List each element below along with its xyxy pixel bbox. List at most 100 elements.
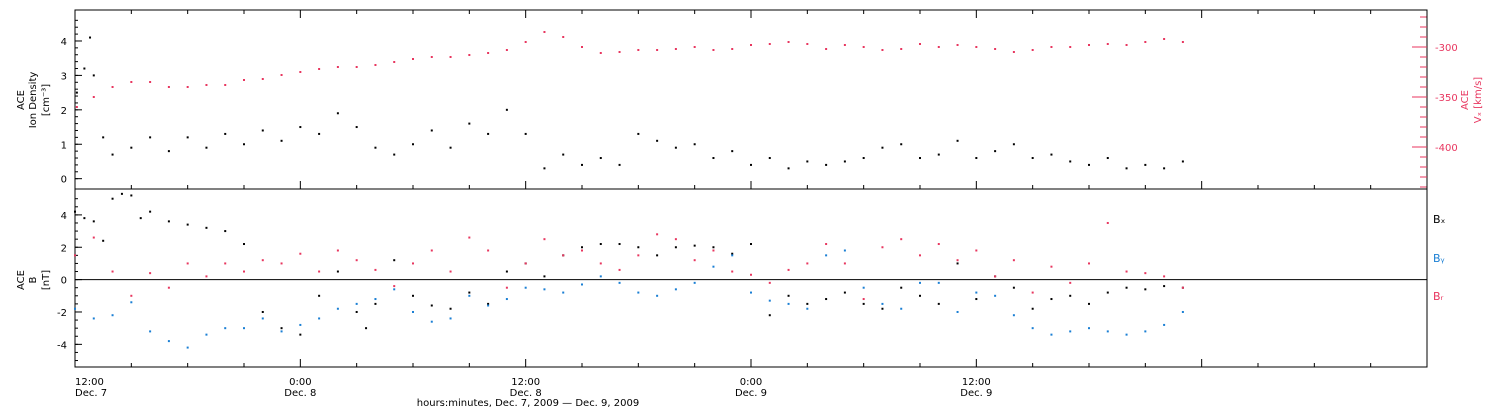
top-series-0-point (693, 143, 696, 146)
bottom-series-0-point (674, 246, 677, 249)
top-series-1-point (1031, 49, 1034, 51)
top-series-1-point (167, 86, 170, 88)
bottom-series-1-point (919, 281, 921, 284)
top-series-1-point (261, 78, 264, 80)
bottom-series-2-point (900, 238, 903, 241)
bottom-ytick-label: 2 (61, 243, 67, 254)
bottom-series-0-point (956, 262, 959, 265)
top-series-0-point (336, 112, 339, 115)
top-series-0-point (618, 163, 621, 166)
bottom-series-0-point (900, 286, 903, 289)
top-right-y-axis: -300 -350 -400 (1412, 16, 1458, 188)
bottom-series-2-point (825, 243, 828, 246)
bottom-series-1-point (543, 288, 546, 291)
bottom-ytick-label: 0 (61, 276, 67, 287)
bottom-series-2-point (712, 249, 715, 252)
top-series-0-point (637, 132, 640, 135)
bottom-series-1-point (487, 304, 490, 307)
bottom-series-2-point (336, 249, 339, 252)
bottom-series-0-point (120, 192, 123, 195)
bottom-series-1-point (806, 307, 809, 310)
top-series-1-point (280, 74, 283, 76)
bottom-series-2-point (449, 270, 452, 273)
bottom-series-1-point (1181, 310, 1184, 313)
top-left-ytick-label: 1 (61, 140, 67, 151)
bottom-series-1-point (1125, 333, 1128, 336)
bottom-series-1-point (994, 294, 997, 297)
top-series-1-point (243, 79, 245, 81)
top-series-0-point (1088, 163, 1090, 166)
bottom-series-1-point (505, 298, 508, 301)
top-series-1-point (1144, 41, 1147, 43)
top-series-0-point (149, 136, 152, 139)
bottom-series-1-point (393, 288, 396, 291)
bottom-series-0-point (393, 259, 396, 262)
top-series-1-point (618, 51, 621, 53)
top-series-0-point (280, 139, 283, 142)
bottom-series-2-point (393, 285, 396, 288)
legend-bx: Bₓ (1433, 213, 1446, 226)
top-series-0-point (412, 143, 414, 146)
top-series-0-point (505, 108, 508, 111)
top-series-1-point (994, 48, 997, 50)
bottom-ytick-label: -2 (57, 308, 67, 319)
bottom-series-1-point (843, 249, 846, 252)
top-series-0-point (299, 126, 302, 129)
bottom-series-1-point (1050, 333, 1053, 336)
bottom-series-1-point (618, 281, 621, 284)
bottom-series-0-point (299, 333, 302, 336)
x-tick-time-label: 0:00 (289, 377, 311, 388)
top-series-1-point (637, 49, 640, 51)
bottom-series-0-point (975, 298, 978, 301)
bottom-series-2-point (149, 272, 152, 275)
bottom-series-1-point (449, 317, 452, 320)
top-series-1-point (1069, 46, 1072, 48)
bottom-series-1-point (656, 294, 659, 297)
bottom-series-0-point (1088, 302, 1090, 305)
bottom-series-2-point (806, 262, 809, 265)
bottom-series-0-point (92, 220, 95, 223)
bottom-series-2-point (618, 268, 621, 271)
x-axis-title: hours:minutes, Dec. 7, 2009 — Dec. 9, 20… (417, 398, 639, 409)
bottom-series-2-point (1125, 270, 1128, 273)
top-series-0-point (102, 136, 105, 139)
bottom-series-2-point (1106, 221, 1109, 224)
bottom-series-1-point (261, 317, 264, 320)
bottom-series-2-point (656, 233, 659, 236)
bottom-series-1-point (186, 346, 189, 349)
bottom-series-2-point (430, 249, 433, 252)
top-series-0-point (261, 129, 264, 132)
top-series-1-point (111, 86, 114, 88)
top-series-0-point (374, 146, 377, 149)
bottom-series-1-point (956, 310, 959, 313)
bottom-ytick-label: 4 (61, 211, 67, 222)
bottom-series-2-point (261, 259, 264, 262)
bottom-series-1-point (524, 286, 527, 289)
bottom-series-0-point (693, 244, 696, 247)
bottom-series-1-point (74, 307, 76, 310)
top-series-1-point (656, 49, 659, 51)
bottom-series-0-point (336, 270, 339, 273)
top-series-1-point (843, 44, 846, 46)
top-series-0-point (83, 67, 86, 70)
bottom-series-2-point (167, 286, 170, 289)
bottom-series-2-point (224, 262, 227, 265)
bottom-series-0-point (374, 302, 377, 305)
bottom-series-2-point (468, 236, 471, 239)
bottom-series-2-point (881, 246, 884, 249)
top-series-0-point (111, 153, 114, 156)
bottom-series-2-point (205, 275, 208, 278)
bottom-series-0-point (712, 246, 715, 249)
bottom-series-points (74, 192, 1184, 349)
top-series-1-point (1050, 46, 1053, 48)
top-series-0-point (599, 157, 602, 160)
x-tick-date-label: Dec. 8 (284, 388, 316, 399)
bottom-series-0-point (1125, 286, 1128, 289)
bottom-series-2-point (1088, 262, 1090, 265)
bottom-series-2-point (637, 254, 640, 257)
top-series-1-point (1125, 44, 1128, 46)
top-series-0-point (674, 146, 677, 149)
bottom-series-0-point (787, 294, 790, 297)
top-left-ylabel-line2: Ion Density (28, 72, 39, 129)
